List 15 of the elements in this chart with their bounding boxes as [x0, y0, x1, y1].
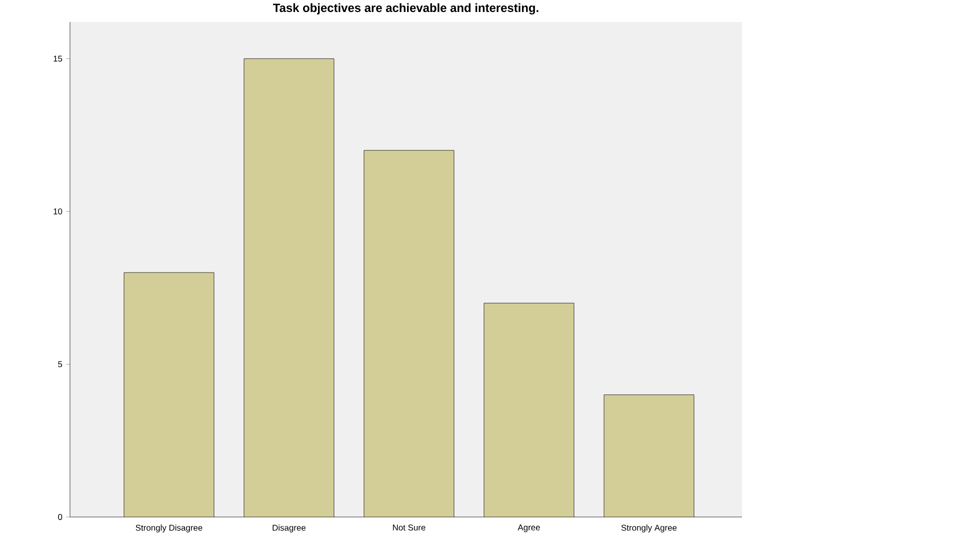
bar: [604, 394, 694, 517]
x-tick-label: Not Sure: [392, 524, 426, 531]
y-tick-label: 0: [58, 514, 62, 520]
bar: [364, 150, 454, 517]
x-tick-label: Strongly Agree: [621, 524, 677, 532]
bar: [244, 58, 334, 517]
y-tick-label: 15: [54, 56, 62, 62]
x-tick-label: Agree: [518, 524, 540, 532]
y-tick-label: 10: [54, 208, 62, 214]
bar: [484, 303, 574, 517]
chart-title: Task objectives are achievable and interesting.: [273, 3, 538, 14]
y-tick-label: 5: [58, 361, 62, 368]
x-tick-label: Strongly Disagree: [136, 524, 202, 532]
x-tick-label: Disagree: [272, 524, 306, 532]
bar: [124, 272, 214, 517]
